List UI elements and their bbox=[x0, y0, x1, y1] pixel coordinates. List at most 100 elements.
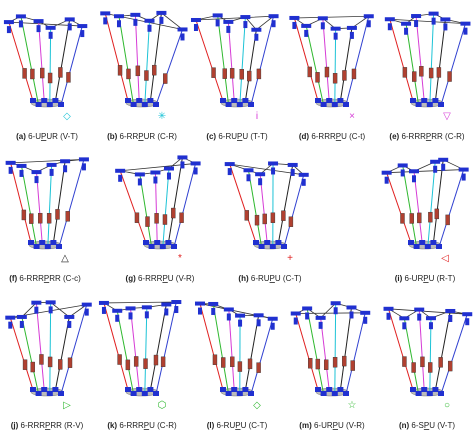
caption-config: (C-T) bbox=[249, 421, 268, 430]
actuator bbox=[402, 356, 407, 367]
joint bbox=[264, 240, 271, 245]
caption-name: P bbox=[45, 421, 50, 430]
joint bbox=[128, 312, 133, 320]
joint bbox=[243, 21, 248, 29]
actuator bbox=[332, 357, 338, 368]
joint bbox=[67, 23, 72, 31]
joint bbox=[33, 244, 40, 249]
joint bbox=[330, 301, 341, 306]
joint bbox=[360, 310, 371, 315]
joint bbox=[253, 240, 259, 245]
joint bbox=[326, 387, 333, 392]
caption-name: P bbox=[235, 421, 240, 430]
caption-config: (V-T) bbox=[437, 421, 455, 430]
joint bbox=[144, 311, 149, 319]
joint bbox=[430, 159, 441, 164]
joint bbox=[426, 102, 433, 107]
joint bbox=[440, 17, 451, 22]
caption-name: U bbox=[168, 274, 174, 283]
panel: ◇ (l) 6-RUPU (C-T) bbox=[194, 301, 278, 430]
joint bbox=[220, 387, 226, 392]
leg bbox=[427, 161, 436, 248]
joint bbox=[193, 167, 198, 175]
joint bbox=[432, 98, 439, 103]
actuator bbox=[117, 65, 123, 76]
caption-name: 6-UR bbox=[405, 274, 424, 283]
actuator bbox=[21, 209, 27, 221]
leg bbox=[345, 16, 370, 106]
caption-name: UR bbox=[46, 132, 58, 141]
actuator bbox=[332, 73, 338, 84]
caption-letter: (a) bbox=[16, 132, 26, 141]
config-marker: i bbox=[256, 111, 258, 122]
caption: (g) 6-RRRPU (V-R) bbox=[126, 274, 195, 283]
joint bbox=[101, 306, 106, 314]
joint bbox=[318, 321, 323, 329]
actuator bbox=[145, 216, 150, 227]
joint bbox=[223, 307, 234, 312]
joint bbox=[343, 102, 349, 107]
joint bbox=[67, 320, 72, 328]
caption-letter: (f) bbox=[9, 274, 17, 283]
joint bbox=[333, 32, 338, 40]
leg bbox=[154, 172, 158, 244]
caption-letter: (l) bbox=[207, 421, 215, 430]
leg bbox=[130, 308, 140, 391]
joint bbox=[349, 31, 354, 39]
joint bbox=[45, 25, 56, 30]
leg bbox=[139, 174, 153, 248]
actuator bbox=[29, 213, 34, 224]
joint bbox=[197, 307, 202, 315]
leg bbox=[38, 21, 45, 102]
actuator bbox=[350, 360, 355, 371]
actuator bbox=[55, 209, 60, 220]
joint bbox=[460, 21, 471, 26]
caption-name: U bbox=[429, 274, 435, 283]
caption: (l) 6-RUPU (C-T) bbox=[207, 421, 268, 430]
config-marker: ☆ bbox=[348, 400, 357, 411]
panel: ○ (n) 6-SPU (V-T) bbox=[383, 306, 473, 430]
joint bbox=[125, 306, 136, 311]
caption-letter: (k) bbox=[107, 421, 117, 430]
joint bbox=[44, 244, 51, 249]
leg bbox=[305, 25, 325, 106]
caption: (c) 6-RUPU (T-T) bbox=[206, 132, 268, 141]
joint bbox=[258, 178, 263, 186]
caption-letter: (c) bbox=[206, 132, 216, 141]
actuator bbox=[323, 359, 329, 370]
leg bbox=[259, 174, 268, 244]
joint bbox=[251, 27, 262, 32]
joint bbox=[100, 11, 111, 16]
caption-name: P bbox=[423, 274, 428, 283]
joint bbox=[46, 391, 53, 396]
caption-config: (V-T) bbox=[60, 132, 78, 141]
joint bbox=[349, 311, 354, 319]
actuator bbox=[419, 66, 424, 77]
joint bbox=[432, 387, 439, 392]
actuator bbox=[211, 67, 216, 78]
panel: × (d) 6-RRRPU (C-t) bbox=[289, 14, 374, 141]
leg bbox=[217, 15, 230, 106]
joint bbox=[443, 23, 448, 31]
joint bbox=[414, 20, 419, 28]
joint bbox=[433, 165, 438, 173]
leg bbox=[212, 303, 230, 395]
caption-config: (T-T) bbox=[250, 132, 268, 141]
joint bbox=[399, 316, 410, 321]
caption: (n) 6-SPU (V-T) bbox=[399, 421, 455, 430]
actuator bbox=[447, 360, 453, 372]
leg bbox=[116, 310, 135, 395]
actuator bbox=[117, 354, 122, 365]
config-marker: * bbox=[178, 253, 182, 264]
actuator bbox=[342, 355, 347, 367]
joint bbox=[227, 168, 232, 176]
joint bbox=[163, 166, 174, 171]
caption-config: (V-R) bbox=[346, 421, 365, 430]
joint bbox=[386, 312, 391, 320]
leg bbox=[320, 317, 330, 391]
joint bbox=[346, 305, 357, 310]
leg bbox=[434, 19, 446, 102]
leg bbox=[228, 309, 235, 391]
leg bbox=[277, 164, 294, 244]
actuator bbox=[315, 72, 320, 83]
